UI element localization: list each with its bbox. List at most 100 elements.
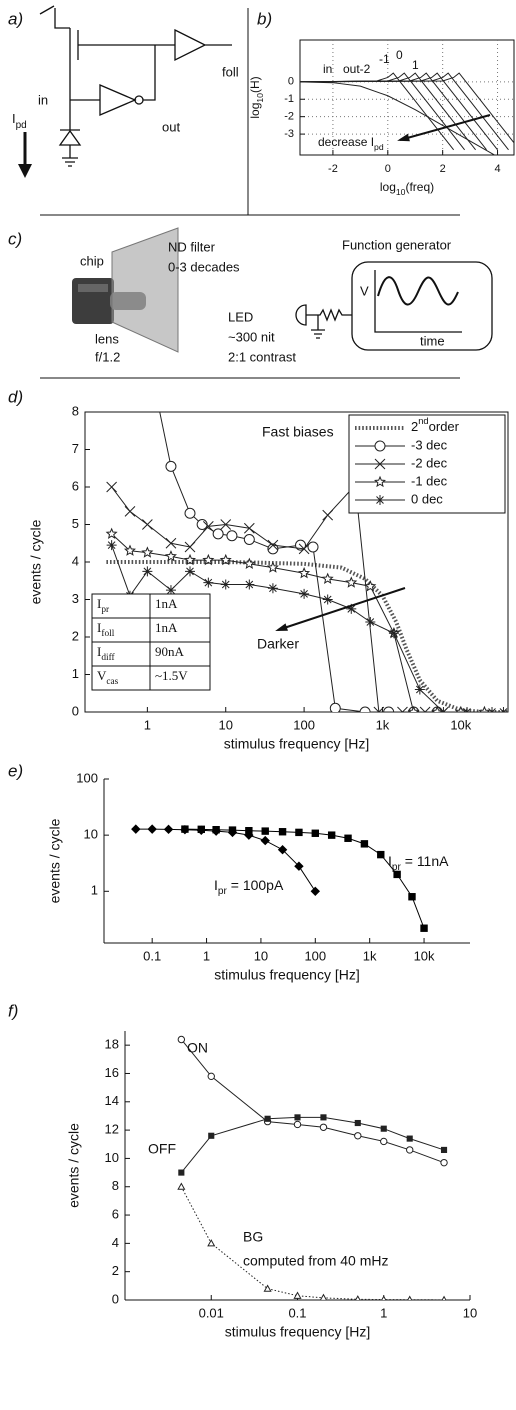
marker	[441, 1295, 447, 1300]
marker	[345, 576, 358, 588]
legend-marker	[374, 475, 386, 488]
x-tick-label: 1k	[376, 717, 390, 732]
x-tick-label: 0.01	[199, 1305, 224, 1320]
x-tick-label: 1	[144, 717, 151, 732]
marker	[307, 541, 319, 553]
y-axis-label: log10(H)	[248, 76, 265, 118]
setup-label: time	[420, 333, 445, 348]
text-part: = 11nA	[401, 853, 449, 869]
marker	[105, 527, 118, 539]
setup-label: chip	[80, 253, 104, 268]
marker	[414, 684, 425, 695]
series-line	[300, 81, 496, 155]
y-tick-label: -2	[284, 111, 294, 123]
marker	[355, 1295, 361, 1300]
x-tick-label: 100	[304, 948, 326, 963]
y-tick-label: 8	[112, 1178, 119, 1193]
x-tick-label: 10	[254, 948, 268, 963]
x-axis-label: stimulus frequency [Hz]	[224, 736, 370, 752]
text-part: I	[97, 620, 101, 635]
frame	[299, 39, 515, 156]
y-tick-label: 2	[72, 628, 79, 643]
led-circuit	[295, 304, 352, 339]
marker	[365, 617, 376, 627]
marker	[407, 1295, 413, 1300]
chart: 0.1 1 10 100 1k 10k 1 10 100 stimulus frequency […	[47, 770, 470, 983]
marker	[243, 534, 255, 545]
current-label: Ipd	[12, 111, 27, 130]
series-line	[111, 483, 444, 712]
text-part: V	[97, 668, 107, 683]
text-part: foll	[101, 628, 114, 639]
text-part: I	[97, 596, 101, 611]
text-part: 2	[411, 419, 418, 434]
text-part: pr	[101, 605, 110, 615]
marker	[264, 1115, 271, 1122]
marker	[344, 834, 352, 842]
marker	[184, 553, 196, 566]
marker	[197, 825, 205, 834]
y-tick-label: -1	[284, 93, 294, 105]
node-label: foll	[222, 64, 239, 79]
annotation: 1	[412, 58, 419, 72]
legend-label: -1 dec	[411, 473, 448, 488]
annotation: Fast biases	[262, 424, 334, 440]
panel-label: d)	[8, 387, 23, 406]
marker	[207, 1239, 216, 1247]
legend-marker	[374, 458, 386, 470]
panel-label: c)	[8, 229, 22, 248]
marker	[383, 706, 395, 712]
table-cell	[149, 665, 211, 691]
text-part: 10	[255, 93, 265, 103]
x-tick-label: 0	[385, 163, 391, 175]
text-part: I	[97, 644, 101, 659]
marker	[487, 707, 498, 712]
text-part: = 100pA	[227, 877, 284, 893]
arrow	[399, 114, 491, 141]
x-axis-label: stimulus frequency [Hz]	[225, 1324, 371, 1340]
marker	[299, 588, 310, 599]
text-part: order	[429, 419, 460, 434]
marker	[440, 1146, 448, 1153]
annotation: ON	[187, 1040, 208, 1056]
marker	[212, 528, 224, 540]
table-text: 90nA	[155, 644, 185, 659]
setup-label: ~300 nit	[228, 329, 275, 344]
marker	[244, 579, 255, 590]
table-cell	[149, 593, 211, 619]
marker	[202, 553, 215, 566]
marker	[454, 705, 467, 712]
series-line	[180, 1039, 445, 1164]
annotation: -1	[379, 52, 390, 66]
table-text: ~1.5V	[155, 668, 188, 683]
y-tick-label: 1	[72, 666, 79, 681]
annotation: OFF	[148, 1141, 176, 1157]
text-part: (freq)	[405, 180, 434, 194]
node-label: in	[38, 92, 48, 107]
table-cell	[91, 641, 151, 667]
legend-marker	[374, 440, 386, 452]
marker	[261, 827, 269, 835]
marker	[360, 840, 369, 848]
marker	[329, 702, 341, 712]
marker	[131, 824, 141, 834]
y-tick-label: 16	[105, 1065, 119, 1080]
marker	[498, 707, 508, 712]
y-tick-label: -3	[284, 128, 294, 140]
marker	[478, 705, 491, 712]
marker	[319, 1123, 328, 1131]
marker	[322, 509, 334, 521]
y-tick-label: 5	[72, 516, 79, 531]
marker	[177, 1182, 186, 1190]
annotation: BG	[243, 1229, 263, 1245]
marker	[319, 1293, 327, 1300]
text-part: pd	[16, 120, 27, 131]
y-tick-label: 6	[112, 1206, 119, 1221]
text-part: log	[380, 180, 396, 194]
legend-label: 2ndorder	[411, 416, 460, 434]
marker	[267, 583, 278, 594]
marker	[393, 870, 401, 879]
marker	[381, 1295, 387, 1300]
setup: chip ND filter 0-3 decades lens f/1.2 LE…	[72, 227, 493, 364]
